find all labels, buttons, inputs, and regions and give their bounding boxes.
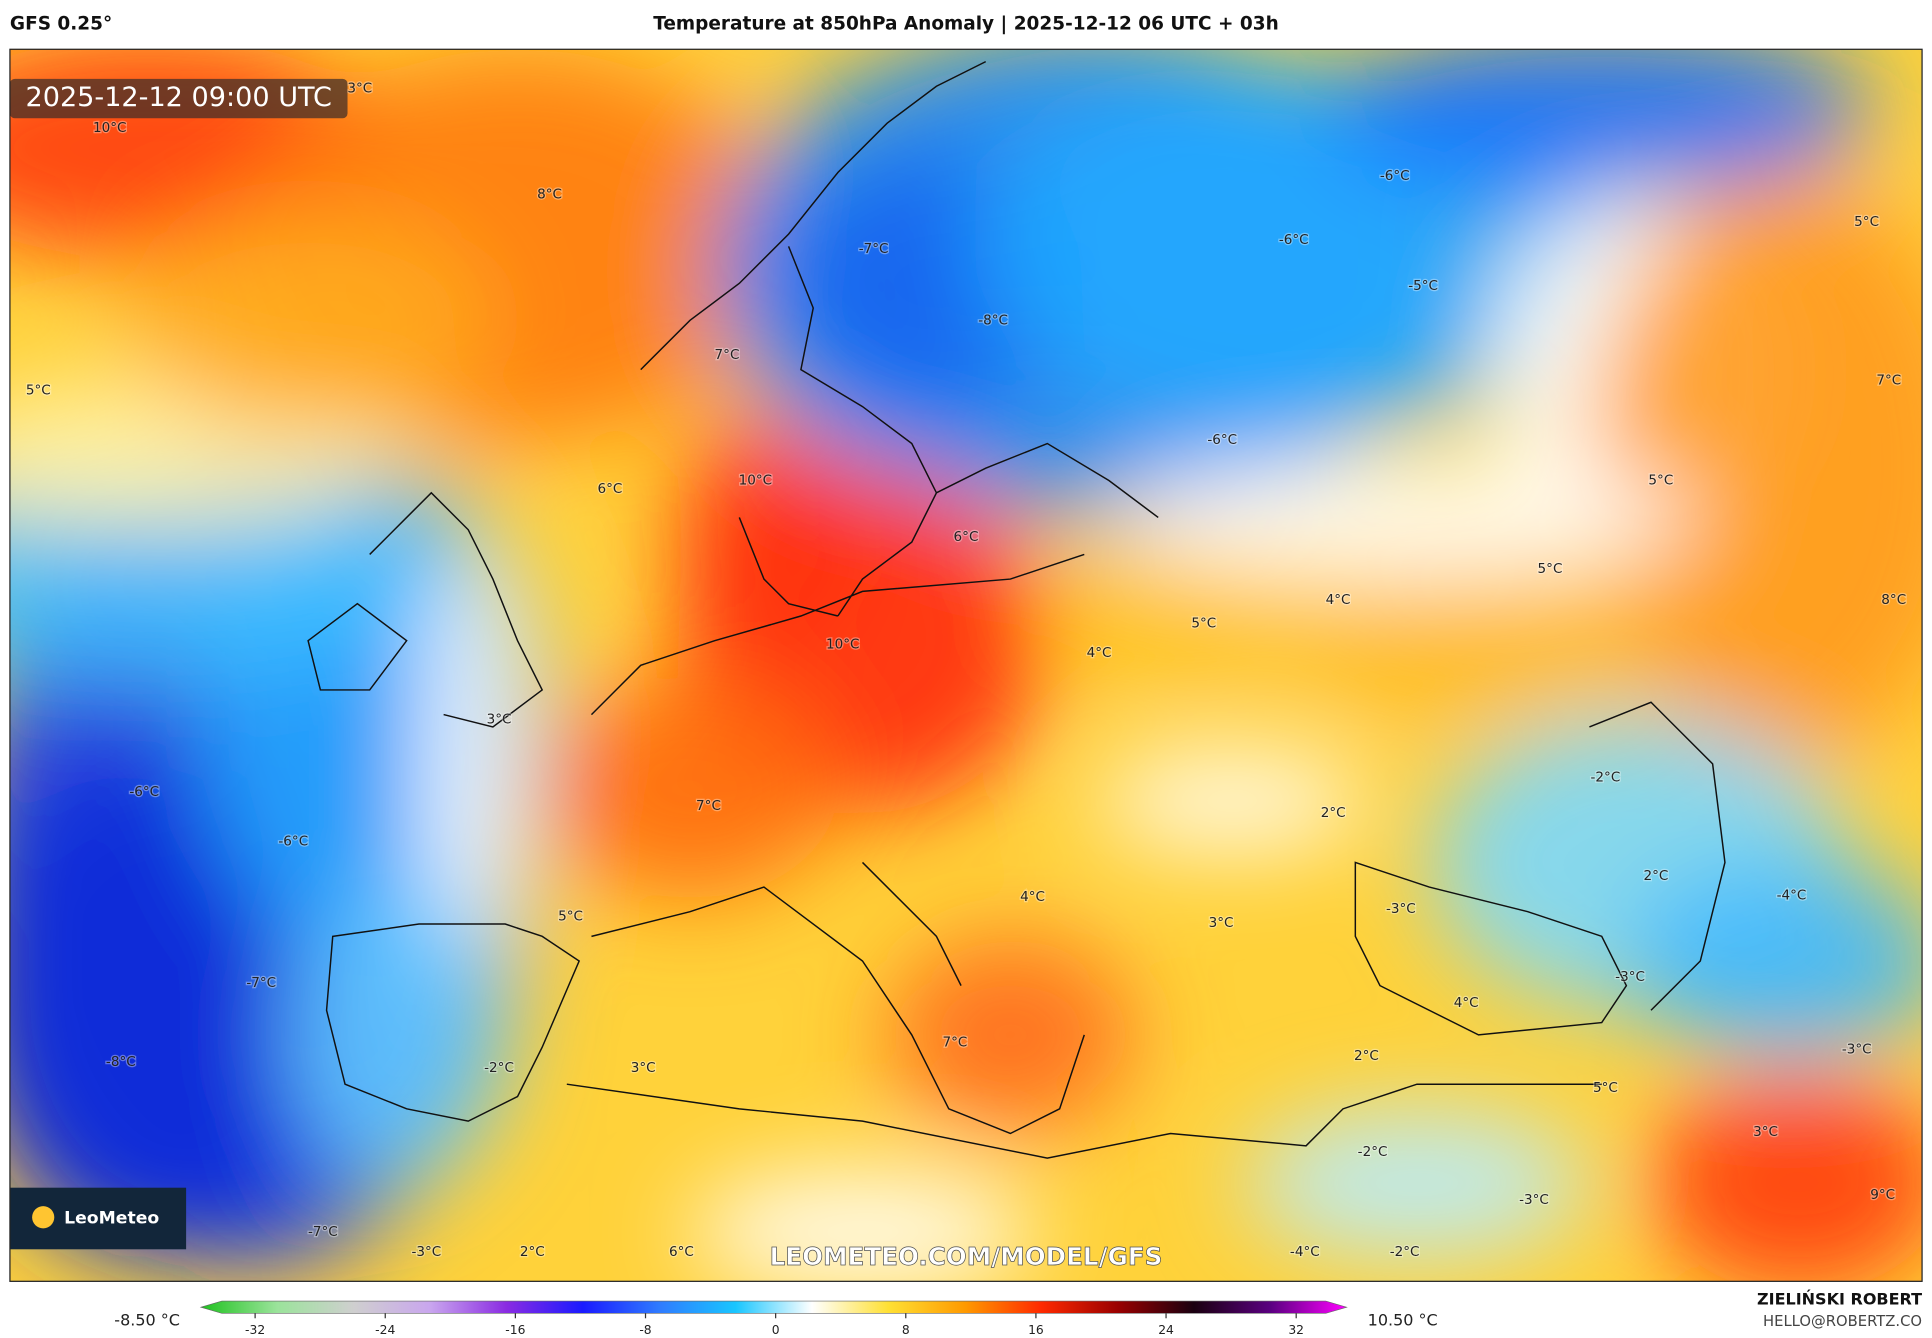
- coastlines: [307, 60, 1726, 1159]
- temperature-label: 8°C: [1881, 592, 1906, 608]
- watermark: LEOMETEO.COM/MODEL/GFS: [770, 1242, 1163, 1271]
- temperature-label: -2°C: [1591, 769, 1621, 785]
- temperature-label: 2°C: [1354, 1048, 1379, 1064]
- temperature-field: [887, 936, 1134, 1134]
- temperature-label: -3°C: [1386, 901, 1416, 917]
- temperature-field: [1651, 1071, 1923, 1282]
- temperature-label: -4°C: [1777, 888, 1807, 904]
- temperature-label: 4°C: [1020, 889, 1045, 905]
- colorbar-max: 10.50 °C: [1368, 1310, 1438, 1329]
- timestamp: 2025-12-12 09:00 UTC: [25, 82, 331, 113]
- temperature-label: 8°C: [537, 187, 562, 203]
- map: 3°C 10°C 8°C -6°C -6°C -7°C -5°C 5°C -8°C 7°C 5°C 7…: [9, 49, 1923, 1282]
- colorbar-tick-label: -8: [639, 1323, 651, 1337]
- temperature-label: -7°C: [246, 975, 276, 991]
- temperature-label: -3°C: [1615, 969, 1645, 985]
- temperature-field: [677, 418, 851, 641]
- temperature-label: 6°C: [598, 481, 623, 497]
- temperature-label: -2°C: [1358, 1144, 1388, 1160]
- temperature-field: [690, 1170, 1035, 1282]
- temperature-label: -8°C: [106, 1054, 136, 1070]
- temperature-field: [9, 480, 444, 678]
- temperature-label: -6°C: [1207, 432, 1237, 448]
- temperature-label: 7°C: [942, 1034, 967, 1050]
- temperature-label: 2°C: [1321, 805, 1346, 821]
- temperature-field: [1589, 172, 1923, 764]
- temperature-label: -6°C: [1279, 232, 1309, 248]
- logo-sun: [32, 1206, 55, 1229]
- temperature-label: 4°C: [1454, 995, 1479, 1011]
- temperature-label: 10°C: [739, 472, 772, 488]
- colorbar-tick-label: 32: [1288, 1323, 1304, 1337]
- temperature-label: 3°C: [1209, 915, 1234, 931]
- temperature-label: 10°C: [826, 636, 859, 652]
- temperature-label: 3°C: [631, 1060, 656, 1076]
- temperature-label: 7°C: [1876, 373, 1901, 389]
- temperature-label: -2°C: [1390, 1244, 1420, 1260]
- logo: LeoMeteo: [64, 1208, 159, 1228]
- temperature-label: -6°C: [278, 833, 308, 849]
- temperature-label: -3°C: [1519, 1192, 1549, 1208]
- temperature-field: [1108, 455, 1701, 580]
- temperature-label: 6°C: [669, 1244, 694, 1260]
- colorbar-tick-label: 8: [902, 1323, 910, 1337]
- colorbar-tick-label: 16: [1028, 1323, 1044, 1337]
- temperature-label: 6°C: [954, 529, 979, 545]
- colorbar-tick-label: 0: [772, 1323, 780, 1337]
- temperature-label: 2°C: [520, 1244, 545, 1260]
- colorbar: [199, 1300, 1348, 1314]
- temperature-label: 3°C: [1753, 1124, 1778, 1140]
- temperature-field: [123, 209, 493, 432]
- temperature-field: [1330, 49, 1873, 198]
- temperature-label: 5°C: [26, 383, 51, 399]
- temperature-field: [1626, 862, 1923, 1060]
- model-name: GFS 0.25°: [10, 14, 112, 35]
- temperature-label: 5°C: [1191, 615, 1216, 631]
- timestamp-box: [9, 78, 348, 119]
- author: ZIELIŃSKI ROBERT: [1757, 1289, 1922, 1308]
- temperature-label: 5°C: [1593, 1080, 1618, 1096]
- colorbar-tick-label: -16: [505, 1323, 525, 1337]
- temperature-label: -8°C: [978, 312, 1008, 328]
- temperature-label: -5°C: [1408, 278, 1438, 294]
- temperature-field: [283, 887, 506, 1183]
- temperature-label: 3°C: [487, 712, 512, 728]
- temperature-label: 5°C: [1854, 214, 1879, 230]
- temperature-label: -4°C: [1290, 1244, 1320, 1260]
- temperature-label: 5°C: [558, 909, 583, 925]
- temperature-label: 4°C: [1326, 592, 1351, 608]
- colorbar-tick-label: -24: [375, 1323, 395, 1337]
- temperature-label: 5°C: [1538, 561, 1563, 577]
- temperature-field: [542, 677, 838, 900]
- temperature-label: -7°C: [308, 1224, 338, 1240]
- temperature-label: -7°C: [859, 241, 889, 257]
- temperature-field: [1244, 1108, 1590, 1257]
- temperature-field: [1096, 751, 1368, 851]
- temperature-label: 7°C: [696, 798, 721, 814]
- map-frame: [9, 48, 1923, 1282]
- temperature-label: -6°C: [129, 784, 159, 800]
- temperature-label: -2°C: [484, 1060, 514, 1076]
- temperature-label: 10°C: [93, 120, 126, 136]
- temperature-label: 5°C: [1648, 472, 1673, 488]
- email: HELLO@ROBERTZ.CO: [1763, 1313, 1922, 1330]
- map-title: Temperature at 850hPa Anomaly | 2025-12-…: [653, 14, 1278, 35]
- temperature-label: 3°C: [347, 81, 372, 97]
- temperature-label: -6°C: [1380, 168, 1410, 184]
- temperature-label: -3°C: [1842, 1042, 1872, 1058]
- colorbar-min: -8.50 °C: [114, 1310, 180, 1329]
- colorbar-tick-label: -32: [245, 1323, 265, 1337]
- temperature-label: -3°C: [411, 1244, 441, 1260]
- temperature-field: [1293, 566, 1664, 715]
- temperature-label: 9°C: [1870, 1187, 1895, 1203]
- temperature-label: 7°C: [715, 347, 740, 363]
- temperature-label: 2°C: [1644, 868, 1669, 884]
- temperature-label: 4°C: [1087, 645, 1112, 661]
- colorbar-tick-label: 24: [1158, 1323, 1174, 1337]
